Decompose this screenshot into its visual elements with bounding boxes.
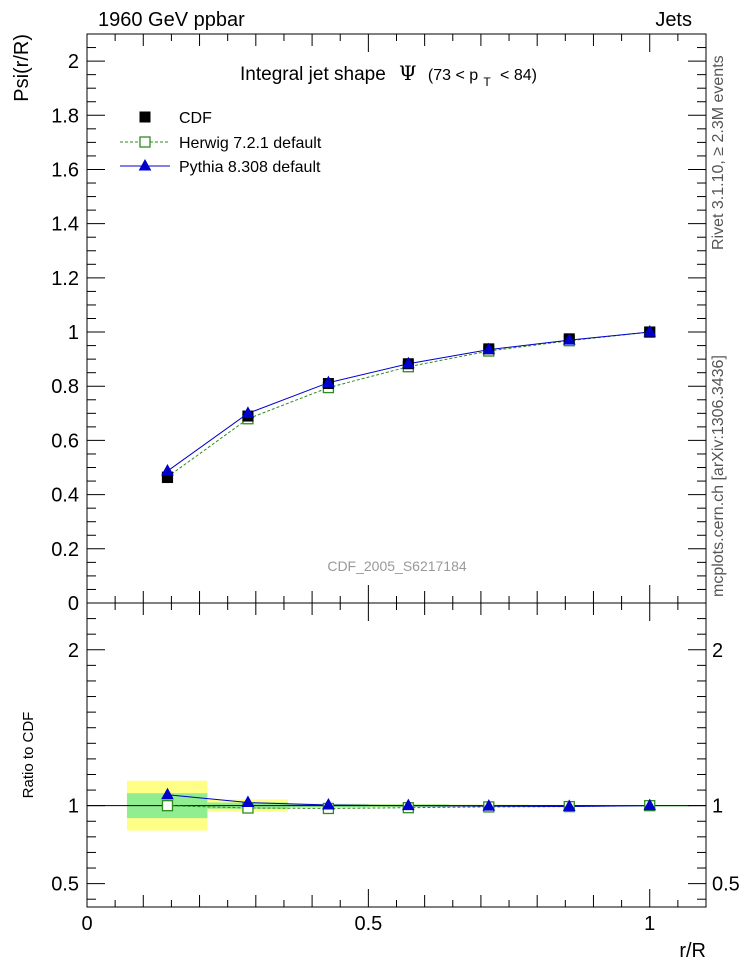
y-tick-label-ratio: 2	[68, 640, 79, 662]
y-tick-label-ratio-right: 1	[712, 796, 723, 818]
x-axis-label: r/R	[679, 940, 706, 962]
y-tick-label-main: 1.2	[51, 268, 79, 290]
legend-cdf-marker	[139, 111, 151, 123]
title-range-close: < 84)	[500, 67, 537, 84]
y-tick-label-ratio: 0.5	[51, 874, 79, 896]
pythia-point-main	[562, 333, 576, 345]
y-tick-label-main: 1.8	[51, 105, 79, 127]
y-tick-label-main: 0.2	[51, 539, 79, 561]
y-tick-label-ratio: 1	[68, 796, 79, 818]
pythia-point-ratio	[241, 795, 255, 808]
axis-tick-labels: 0 0.5 100.20.40.60.811.21.41.61.820.5 0.51 1…	[51, 51, 740, 935]
legend-herwig-marker	[139, 136, 151, 148]
y-tick-label-main: 0	[68, 593, 79, 615]
legend-entry-label: Pythia 8.308 default	[179, 159, 321, 176]
header-right: Jets	[655, 9, 692, 31]
y-tick-label-ratio-right: 0.5	[712, 874, 740, 896]
legend-pythia-marker	[138, 158, 152, 171]
rivet-label: Rivet 3.1.10, ≥ 2.3M events	[710, 55, 727, 250]
y-tick-label-main: 1.6	[51, 159, 79, 181]
y-tick-label-main: 1	[68, 322, 79, 344]
legend-entry-label: Herwig 7.2.1 default	[179, 135, 322, 152]
title-symbol: Ψ	[399, 61, 417, 85]
mcplots-label: mcplots.cern.ch [arXiv:1306.3436]	[710, 355, 727, 597]
legend: CDF Herwig 7.2.1 default Pythia 8.308 defa…	[120, 110, 322, 176]
y-tick-label-main: 0.4	[51, 485, 79, 507]
pythia-point-ratio	[322, 798, 335, 810]
ratio-panel-frame	[86, 602, 707, 908]
y-tick-label-ratio-right: 2	[712, 640, 723, 662]
axis-ticks	[86, 33, 707, 907]
pythia-point-ratio	[401, 798, 415, 811]
pythia-point-ratio	[161, 787, 174, 800]
herwig-point-ratio	[161, 800, 174, 812]
title-main: Integral jet shape	[240, 64, 386, 85]
herwig-line-main	[167, 331, 650, 478]
pythia-point-ratio	[562, 799, 576, 811]
pythia-point-main	[482, 342, 496, 355]
x-tick-label: 0	[81, 913, 92, 935]
x-tick-label: 1	[644, 913, 655, 935]
y-axis-label-ratio: Ratio to CDF	[20, 712, 37, 799]
analysis-watermark: CDF_2005_S6217184	[327, 558, 467, 574]
pythia-line-main	[167, 331, 650, 472]
y-tick-label-main: 0.6	[51, 430, 79, 452]
pythia-point-ratio	[643, 798, 657, 811]
y-tick-label-main: 0.8	[51, 376, 79, 398]
y-tick-label-main: 1.4	[51, 214, 79, 236]
data-series	[161, 325, 657, 815]
pythia-point-ratio	[482, 799, 496, 811]
plot-title: Integral jet shape Ψ (73 < p T < 84)	[240, 61, 537, 91]
pythia-point-main	[401, 356, 415, 369]
x-tick-label: 0.5	[354, 913, 382, 935]
legend-entry-label: CDF	[179, 110, 212, 127]
title-range-open: (73 < p	[428, 67, 478, 84]
y-axis-label-main: Psi(r/R)	[11, 34, 33, 102]
pythia-point-main	[322, 375, 335, 388]
pythia-point-main	[643, 325, 657, 337]
header-left: 1960 GeV ppbar	[98, 9, 245, 31]
pythia-point-main	[161, 464, 174, 476]
title-range-sub: T	[483, 75, 491, 89]
y-tick-label-main: 2	[68, 51, 79, 73]
pythia-point-main	[241, 406, 255, 418]
